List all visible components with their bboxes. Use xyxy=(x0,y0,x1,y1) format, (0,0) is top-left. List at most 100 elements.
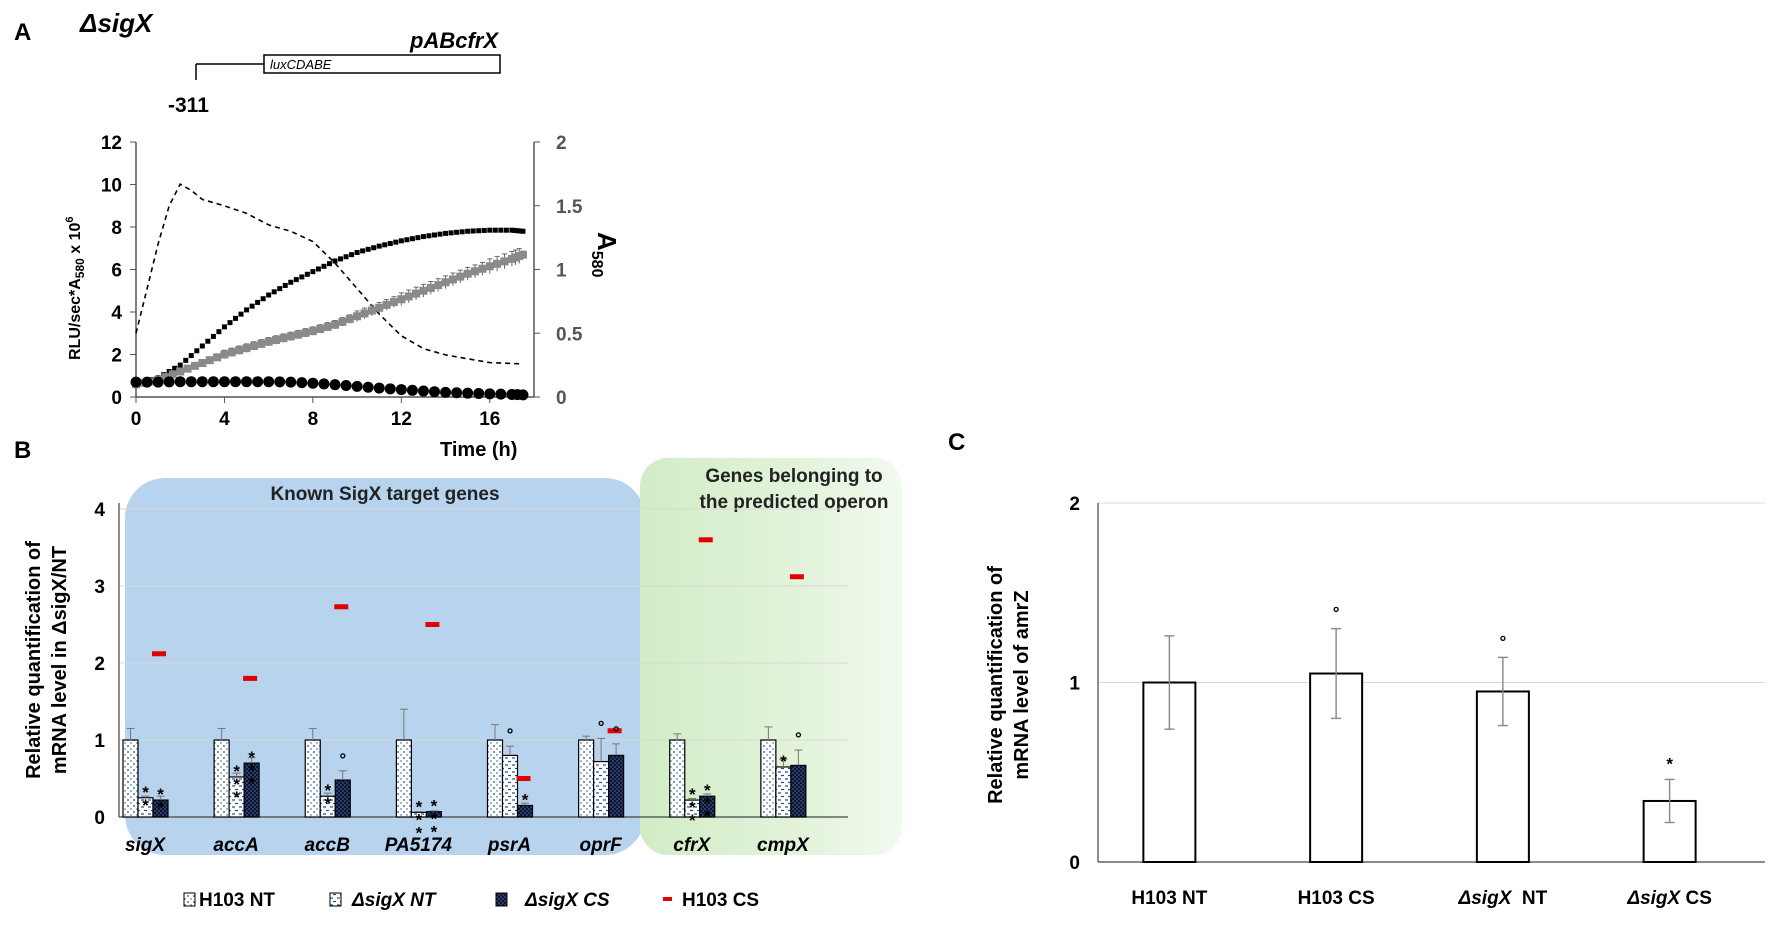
chart-c-category-label: ΔsigX CS xyxy=(1626,888,1712,909)
panel-a-letter: A xyxy=(14,19,31,46)
chart-a-grey-square-point xyxy=(220,350,229,359)
chart-a-black-square-point xyxy=(188,353,194,359)
chart-b-y-tick-label: 0 xyxy=(94,808,105,829)
chart-c-ylabel-line2: mRNA level of amrZ xyxy=(1011,590,1033,779)
chart-a-black-circle-point xyxy=(340,380,352,392)
construct-plasmid-label: pABcfrX xyxy=(409,28,499,53)
bar-sigx-cs xyxy=(608,754,625,818)
chart-a-black-circle-point xyxy=(152,376,164,388)
panel-b-letter: B xyxy=(14,437,31,464)
chart-a-black-square-point xyxy=(459,229,465,235)
lux-gene-label: luxCDABE xyxy=(270,57,332,72)
chart-a-black-square-point xyxy=(183,357,189,363)
chart-a-grey-square-point xyxy=(448,275,457,284)
chart-b-y-tick-label: 4 xyxy=(94,500,105,521)
chart-a-black-square-point xyxy=(371,245,377,251)
chart-b-category-label: sigX xyxy=(125,835,166,856)
chart-a-black-square-point xyxy=(221,324,227,330)
marker-h103-cs xyxy=(243,675,258,681)
chart-a-black-square-point xyxy=(398,238,404,244)
chart-a-grey-square-point xyxy=(183,364,192,373)
chart-a-black-circle-point xyxy=(395,384,407,396)
chart-b-significance-mark: * xyxy=(780,752,787,771)
chart-a-grey-square-point xyxy=(518,250,527,259)
chart-b-significance-mark: * * * xyxy=(248,748,255,793)
panel-a: A ΔsigX pABcfrX luxCDABE -311 0246810120… xyxy=(14,8,622,461)
chart-a-grey-square-point xyxy=(456,272,465,281)
chart-a-right-tick-label: 0 xyxy=(556,388,567,409)
chart-b-category-labels: sigX accA accB PA5174 psrA oprF cfrX cmpX xyxy=(125,835,810,856)
chart-a-black-circle-point xyxy=(285,376,297,388)
chart-a-black-square-point xyxy=(470,228,476,234)
chart-a-series xyxy=(130,182,529,401)
chart-a-black-square-point xyxy=(498,227,504,233)
chart-b-y-tick-label: 1 xyxy=(94,731,105,752)
chart-a-grey-square-point xyxy=(463,269,472,278)
chart-a-black-circle-point xyxy=(274,376,286,388)
chart-a-grey-square-point xyxy=(412,289,421,298)
chart-b-significance-mark: * * xyxy=(324,781,331,813)
chart-a-grey-square-point xyxy=(264,337,273,346)
chart-a-black-square-point xyxy=(517,228,523,234)
chart-b-category-label: PA5174 xyxy=(385,835,453,856)
chart-b-category-label: accA xyxy=(213,835,258,856)
chart-a-left-tick-label: 12 xyxy=(101,133,122,154)
chart-b-category-label: cmpX xyxy=(757,835,810,856)
chart-c: 0 1 2 ° ° * H103 NT H103 CS ΔsigX NT ΔsigX CS R… xyxy=(985,494,1765,909)
chart-a-black-square-point xyxy=(349,252,355,258)
marker-h103-cs xyxy=(698,537,713,543)
chart-a-black-circle-point xyxy=(373,382,385,394)
chart-a-black-square-point xyxy=(382,242,388,248)
chart-a-black-square-point xyxy=(321,263,327,269)
chart-b-category-label: cfrX xyxy=(673,835,711,856)
chart-b-significance-mark: ° xyxy=(598,717,605,736)
chart-a-black-circle-point xyxy=(517,389,529,401)
marker-h103-cs xyxy=(516,776,531,781)
chart-a-grey-square-point xyxy=(190,361,199,370)
chart-a-grey-square-point xyxy=(176,367,185,376)
chart-a-black-square-point xyxy=(227,320,233,326)
marker-h103-cs xyxy=(152,651,166,657)
chart-a-grey-square-point xyxy=(227,348,236,357)
chart-a-black-square-point xyxy=(476,228,482,234)
chart-a-black-circle-point xyxy=(362,381,374,393)
chart-c-category-label: H103 NT xyxy=(1131,888,1207,909)
chart-a-black-square-point xyxy=(216,329,222,335)
chart-a-left-ylabel: RLU/sec*A580 x 106 xyxy=(64,216,87,360)
chart-a-grey-square-point xyxy=(249,342,258,350)
chart-a-grey-square-point xyxy=(441,278,450,287)
chart-b-category-label: psrA xyxy=(487,835,531,856)
legend-h103-cs-swatch xyxy=(663,897,672,901)
chart-b-significance-mark: ° xyxy=(795,729,802,748)
operon-label-line1: Genes belonging to xyxy=(705,466,882,487)
chart-b-y-tick-label: 3 xyxy=(94,577,105,598)
marker-h103-cs xyxy=(789,574,804,580)
chart-c-bars: ° ° * xyxy=(1142,604,1697,864)
chart-a-right-tick-label: 1 xyxy=(556,261,567,282)
chart-a-grey-square-point xyxy=(331,320,339,329)
chart-a-black-circle-point xyxy=(196,376,208,388)
bar-h103-nt xyxy=(669,739,686,818)
chart-a-black-circle-point xyxy=(351,380,363,392)
chart-a-grey-square-point xyxy=(478,264,487,273)
chart-a-left-tick-label: 2 xyxy=(111,346,122,367)
lux-gene-box xyxy=(263,54,501,74)
chart-a-black-square-point xyxy=(360,248,366,254)
chart-a-black-circle-point xyxy=(230,376,241,388)
chart-b-significance-mark: * * * xyxy=(416,797,423,842)
chart-a-black-square-point xyxy=(249,303,255,309)
bar-sigx-nt xyxy=(775,766,792,818)
chart-c-y-tick-label: 2 xyxy=(1069,494,1080,515)
chart-b-ylabel-line2: mRNA level in ΔsigX/NT xyxy=(49,546,71,774)
chart-a-black-square-point xyxy=(387,240,393,246)
chart-a-black-square-point xyxy=(199,343,205,349)
chart-a-grey-square-point xyxy=(500,257,509,266)
chart-a-grey-square-point xyxy=(360,309,369,318)
chart-b-y-tick-label: 2 xyxy=(94,654,105,675)
chart-c-ylabel-line1: Relative quantification of xyxy=(985,566,1007,804)
chart-c-category-label: H103 CS xyxy=(1298,888,1375,909)
chart-a-right-tick-label: 2 xyxy=(556,133,567,154)
chart-a-black-square-point xyxy=(512,227,518,233)
chart-a-black-square-point xyxy=(409,236,415,242)
